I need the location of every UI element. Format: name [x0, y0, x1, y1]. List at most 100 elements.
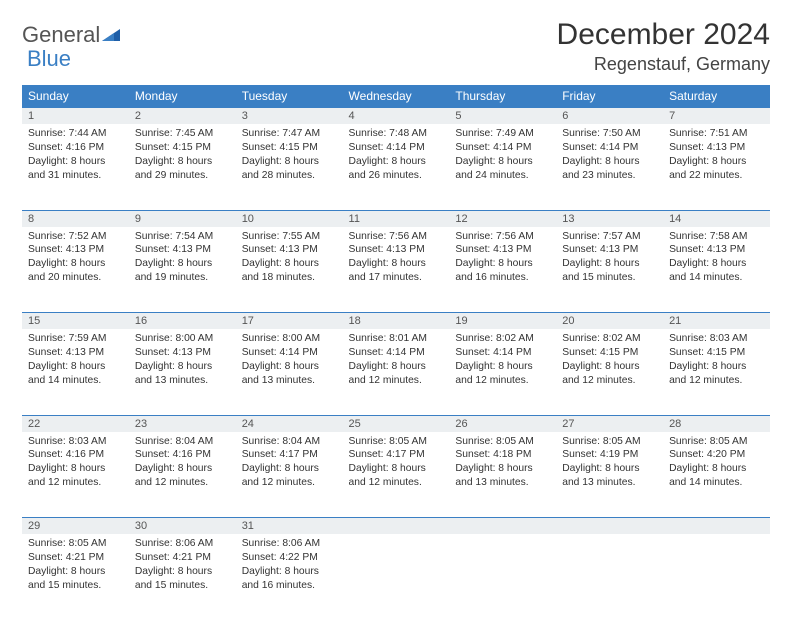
day-cell: [343, 534, 450, 620]
sunrise-text: Sunrise: 8:03 AM: [669, 332, 764, 346]
day-cell: Sunrise: 7:52 AMSunset: 4:13 PMDaylight:…: [22, 227, 129, 313]
day-content: Sunrise: 7:59 AMSunset: 4:13 PMDaylight:…: [22, 329, 129, 394]
header: General December 2024 Regenstauf, German…: [22, 18, 770, 75]
day-number-cell: 3: [236, 108, 343, 125]
brand-sub-wrap: Blue: [27, 46, 71, 72]
day-number-cell: 12: [449, 210, 556, 227]
weekday-header-row: Sunday Monday Tuesday Wednesday Thursday…: [22, 85, 770, 108]
sunset-text: Sunset: 4:22 PM: [242, 551, 337, 565]
daylight-text: Daylight: 8 hours and 15 minutes.: [28, 565, 123, 593]
sunrise-text: Sunrise: 8:01 AM: [349, 332, 444, 346]
weekday-monday: Monday: [129, 85, 236, 108]
day-content: Sunrise: 8:06 AMSunset: 4:21 PMDaylight:…: [129, 534, 236, 599]
sunrise-text: Sunrise: 8:00 AM: [135, 332, 230, 346]
sunrise-text: Sunrise: 7:52 AM: [28, 230, 123, 244]
day-cell: Sunrise: 8:00 AMSunset: 4:14 PMDaylight:…: [236, 329, 343, 415]
daylight-text: Daylight: 8 hours and 14 minutes.: [28, 360, 123, 388]
weekday-thursday: Thursday: [449, 85, 556, 108]
day-number-cell: 6: [556, 108, 663, 125]
week-row: Sunrise: 7:52 AMSunset: 4:13 PMDaylight:…: [22, 227, 770, 313]
day-cell: Sunrise: 8:05 AMSunset: 4:17 PMDaylight:…: [343, 432, 450, 518]
daylight-text: Daylight: 8 hours and 24 minutes.: [455, 155, 550, 183]
daylight-text: Daylight: 8 hours and 26 minutes.: [349, 155, 444, 183]
sunrise-text: Sunrise: 7:56 AM: [455, 230, 550, 244]
sunset-text: Sunset: 4:13 PM: [242, 243, 337, 257]
day-number-cell: [663, 518, 770, 535]
day-cell: Sunrise: 8:03 AMSunset: 4:15 PMDaylight:…: [663, 329, 770, 415]
brand-name-2: Blue: [27, 46, 71, 71]
daylight-text: Daylight: 8 hours and 19 minutes.: [135, 257, 230, 285]
day-cell: Sunrise: 8:04 AMSunset: 4:16 PMDaylight:…: [129, 432, 236, 518]
sunrise-text: Sunrise: 7:55 AM: [242, 230, 337, 244]
daylight-text: Daylight: 8 hours and 13 minutes.: [562, 462, 657, 490]
daylight-text: Daylight: 8 hours and 16 minutes.: [242, 565, 337, 593]
day-number-cell: 22: [22, 415, 129, 432]
day-cell: Sunrise: 7:55 AMSunset: 4:13 PMDaylight:…: [236, 227, 343, 313]
sunset-text: Sunset: 4:20 PM: [669, 448, 764, 462]
daylight-text: Daylight: 8 hours and 12 minutes.: [135, 462, 230, 490]
day-content: Sunrise: 8:00 AMSunset: 4:13 PMDaylight:…: [129, 329, 236, 394]
week-row: Sunrise: 8:05 AMSunset: 4:21 PMDaylight:…: [22, 534, 770, 620]
daylight-text: Daylight: 8 hours and 31 minutes.: [28, 155, 123, 183]
daylight-text: Daylight: 8 hours and 23 minutes.: [562, 155, 657, 183]
sunset-text: Sunset: 4:18 PM: [455, 448, 550, 462]
day-cell: Sunrise: 8:02 AMSunset: 4:14 PMDaylight:…: [449, 329, 556, 415]
daylight-text: Daylight: 8 hours and 13 minutes.: [455, 462, 550, 490]
sunset-text: Sunset: 4:14 PM: [349, 141, 444, 155]
day-cell: Sunrise: 8:04 AMSunset: 4:17 PMDaylight:…: [236, 432, 343, 518]
day-content: Sunrise: 8:05 AMSunset: 4:19 PMDaylight:…: [556, 432, 663, 497]
day-number-cell: 17: [236, 313, 343, 330]
brand-name-1: General: [22, 22, 100, 48]
daylight-text: Daylight: 8 hours and 15 minutes.: [562, 257, 657, 285]
daylight-text: Daylight: 8 hours and 12 minutes.: [28, 462, 123, 490]
daylight-text: Daylight: 8 hours and 22 minutes.: [669, 155, 764, 183]
day-number-cell: 31: [236, 518, 343, 535]
sunset-text: Sunset: 4:19 PM: [562, 448, 657, 462]
day-cell: Sunrise: 8:02 AMSunset: 4:15 PMDaylight:…: [556, 329, 663, 415]
weekday-sunday: Sunday: [22, 85, 129, 108]
daylight-text: Daylight: 8 hours and 18 minutes.: [242, 257, 337, 285]
day-number-cell: 15: [22, 313, 129, 330]
sunset-text: Sunset: 4:13 PM: [28, 243, 123, 257]
sunset-text: Sunset: 4:17 PM: [242, 448, 337, 462]
sunrise-text: Sunrise: 8:02 AM: [562, 332, 657, 346]
day-number-cell: 16: [129, 313, 236, 330]
day-number-cell: 23: [129, 415, 236, 432]
sunset-text: Sunset: 4:14 PM: [455, 346, 550, 360]
day-content: Sunrise: 8:00 AMSunset: 4:14 PMDaylight:…: [236, 329, 343, 394]
daylight-text: Daylight: 8 hours and 12 minutes.: [669, 360, 764, 388]
daynum-row: 15161718192021: [22, 313, 770, 330]
sunset-text: Sunset: 4:13 PM: [455, 243, 550, 257]
day-number-cell: 4: [343, 108, 450, 125]
sunset-text: Sunset: 4:15 PM: [669, 346, 764, 360]
day-cell: Sunrise: 8:06 AMSunset: 4:21 PMDaylight:…: [129, 534, 236, 620]
day-cell: Sunrise: 7:59 AMSunset: 4:13 PMDaylight:…: [22, 329, 129, 415]
daynum-row: 1234567: [22, 108, 770, 125]
day-number-cell: 8: [22, 210, 129, 227]
daylight-text: Daylight: 8 hours and 13 minutes.: [242, 360, 337, 388]
day-cell: Sunrise: 8:05 AMSunset: 4:20 PMDaylight:…: [663, 432, 770, 518]
day-cell: Sunrise: 7:57 AMSunset: 4:13 PMDaylight:…: [556, 227, 663, 313]
month-title: December 2024: [557, 18, 770, 52]
sunrise-text: Sunrise: 8:06 AM: [135, 537, 230, 551]
sunset-text: Sunset: 4:14 PM: [562, 141, 657, 155]
day-cell: Sunrise: 8:06 AMSunset: 4:22 PMDaylight:…: [236, 534, 343, 620]
day-content: Sunrise: 7:55 AMSunset: 4:13 PMDaylight:…: [236, 227, 343, 292]
week-row: Sunrise: 7:44 AMSunset: 4:16 PMDaylight:…: [22, 124, 770, 210]
day-number-cell: 14: [663, 210, 770, 227]
calendar-body: 1234567Sunrise: 7:44 AMSunset: 4:16 PMDa…: [22, 108, 770, 620]
day-cell: Sunrise: 7:56 AMSunset: 4:13 PMDaylight:…: [343, 227, 450, 313]
day-content: Sunrise: 8:03 AMSunset: 4:16 PMDaylight:…: [22, 432, 129, 497]
day-cell: [663, 534, 770, 620]
daylight-text: Daylight: 8 hours and 16 minutes.: [455, 257, 550, 285]
day-content: Sunrise: 7:51 AMSunset: 4:13 PMDaylight:…: [663, 124, 770, 189]
brand-logo: General: [22, 18, 122, 48]
daylight-text: Daylight: 8 hours and 15 minutes.: [135, 565, 230, 593]
sunset-text: Sunset: 4:15 PM: [242, 141, 337, 155]
day-content: Sunrise: 7:54 AMSunset: 4:13 PMDaylight:…: [129, 227, 236, 292]
daynum-row: 22232425262728: [22, 415, 770, 432]
day-content: Sunrise: 8:05 AMSunset: 4:18 PMDaylight:…: [449, 432, 556, 497]
sunset-text: Sunset: 4:16 PM: [28, 448, 123, 462]
day-cell: Sunrise: 8:03 AMSunset: 4:16 PMDaylight:…: [22, 432, 129, 518]
daylight-text: Daylight: 8 hours and 20 minutes.: [28, 257, 123, 285]
